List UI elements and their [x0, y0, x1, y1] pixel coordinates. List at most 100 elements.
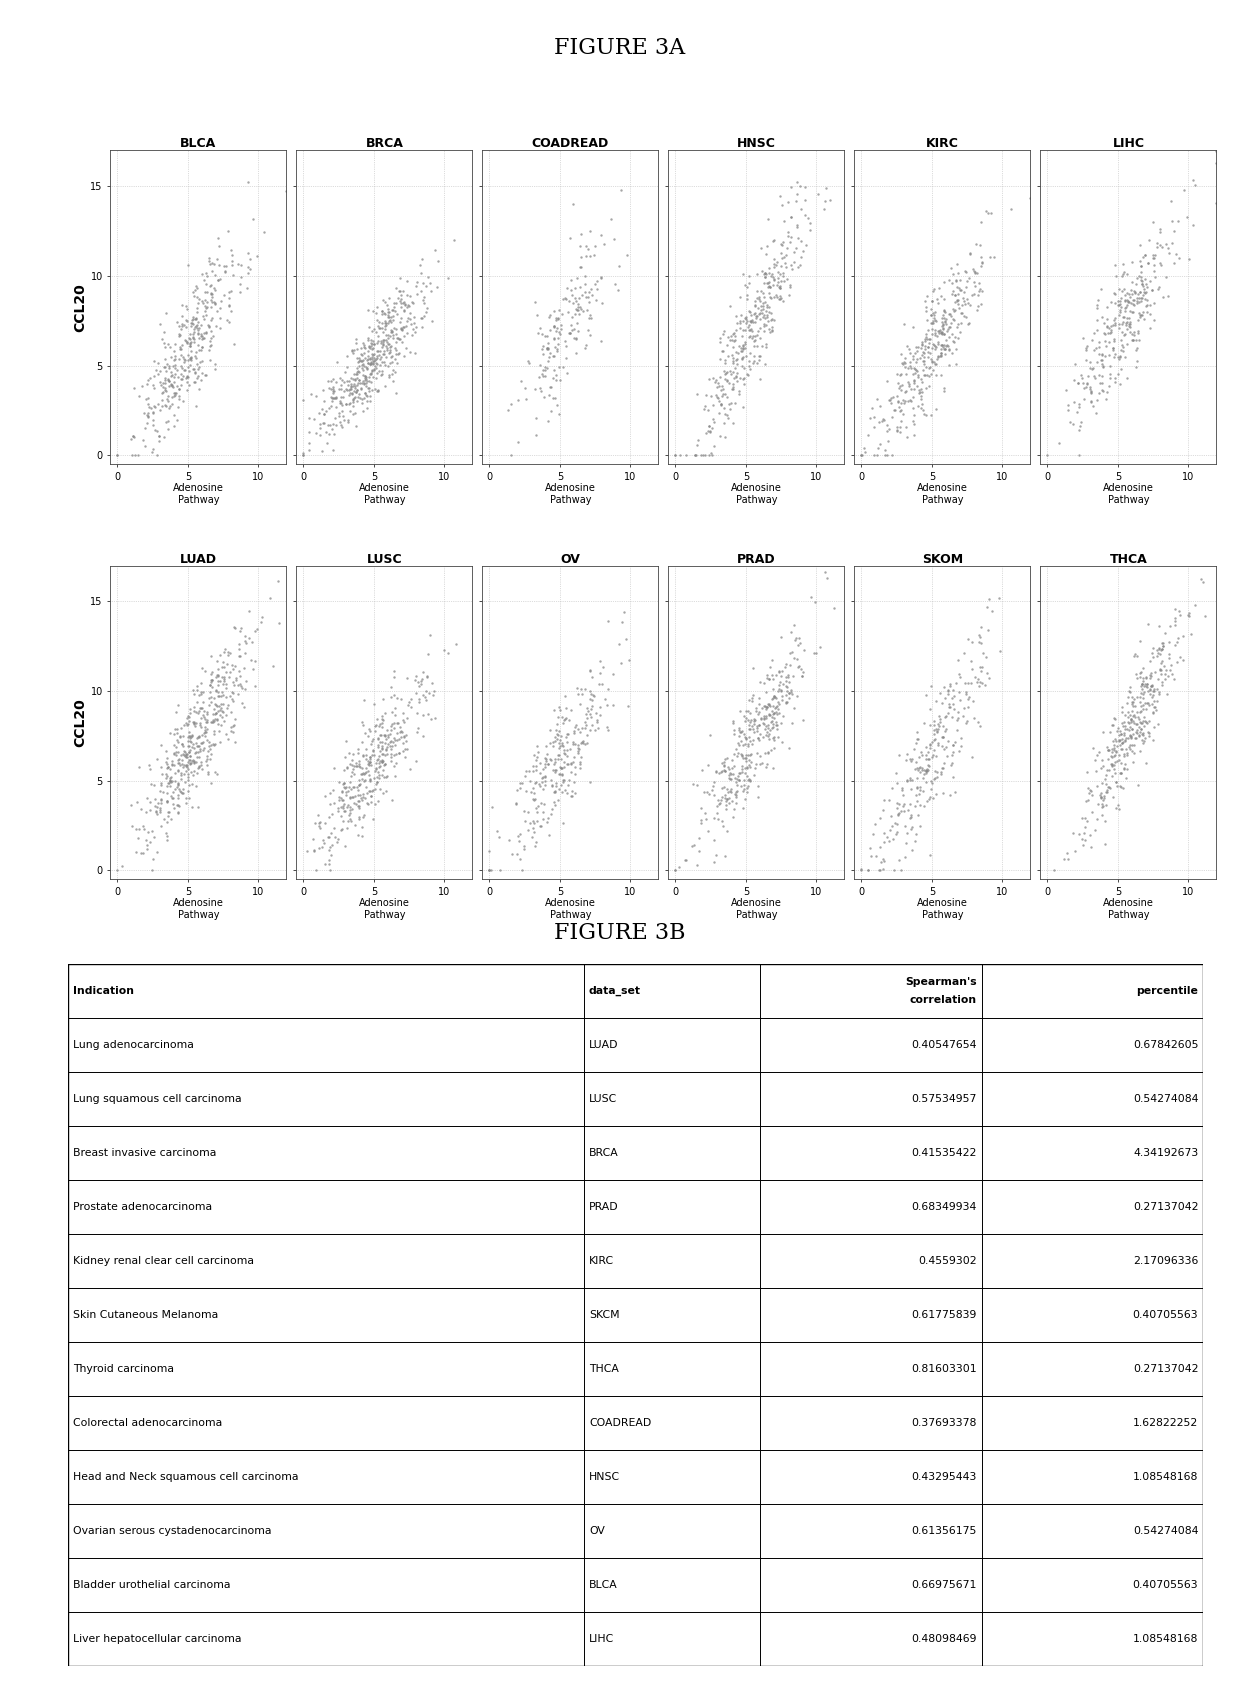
Point — [327, 829, 347, 856]
Point — [954, 287, 973, 315]
Point — [714, 773, 734, 800]
Point — [382, 309, 402, 337]
Point — [1107, 773, 1127, 800]
Point — [1071, 825, 1091, 852]
Point — [397, 705, 417, 732]
Point — [723, 345, 743, 372]
Point — [570, 296, 590, 323]
Point — [904, 375, 924, 402]
Point — [181, 328, 201, 355]
Point — [1104, 742, 1123, 769]
Point — [914, 396, 934, 423]
Point — [319, 851, 339, 878]
Point — [157, 365, 177, 392]
Point — [944, 732, 963, 759]
Point — [428, 249, 448, 276]
Text: FIGURE 3B: FIGURE 3B — [554, 922, 686, 944]
Point — [165, 380, 185, 408]
Point — [190, 744, 210, 771]
Bar — [584, 1612, 760, 1666]
Point — [342, 387, 362, 414]
Point — [765, 695, 785, 722]
Point — [769, 724, 789, 751]
Point — [386, 340, 405, 367]
Point — [1102, 744, 1122, 771]
Point — [167, 692, 187, 719]
Point — [342, 338, 362, 365]
Point — [182, 747, 202, 774]
Point — [1143, 242, 1163, 269]
Point — [717, 367, 737, 394]
Point — [180, 727, 200, 754]
Point — [157, 751, 177, 778]
Point — [1133, 714, 1153, 741]
Point — [365, 758, 384, 785]
Point — [725, 355, 745, 382]
Point — [360, 364, 379, 391]
Point — [1105, 725, 1125, 752]
Point — [160, 764, 180, 791]
Point — [516, 386, 536, 413]
Point — [1115, 709, 1135, 736]
Point — [1117, 724, 1137, 751]
Point — [393, 289, 413, 316]
Point — [549, 367, 569, 394]
Point — [1083, 326, 1102, 353]
Point — [389, 739, 409, 766]
Point — [739, 712, 759, 739]
Point — [350, 367, 370, 394]
Point — [372, 357, 392, 384]
Point — [185, 313, 205, 340]
Point — [357, 355, 377, 382]
Point — [171, 763, 191, 790]
Point — [737, 309, 756, 337]
Point — [352, 370, 372, 397]
Point — [315, 409, 335, 436]
Point — [201, 769, 221, 796]
Point — [745, 323, 765, 350]
Point — [139, 391, 159, 418]
Point — [1097, 320, 1117, 347]
Text: correlation: correlation — [910, 994, 977, 1004]
Point — [959, 693, 978, 720]
Point — [202, 673, 222, 700]
Point — [918, 306, 937, 333]
Point — [386, 274, 405, 301]
Point — [734, 720, 754, 747]
Point — [175, 739, 195, 766]
Point — [719, 370, 739, 397]
Point — [887, 360, 906, 387]
Point — [533, 807, 553, 834]
Point — [900, 774, 920, 802]
Point — [934, 296, 954, 323]
Point — [373, 320, 393, 347]
Point — [671, 441, 691, 468]
Point — [347, 372, 367, 399]
Point — [895, 387, 915, 414]
Point — [925, 306, 945, 333]
Point — [1184, 172, 1204, 200]
Point — [187, 673, 207, 700]
Point — [742, 325, 761, 352]
Point — [776, 254, 796, 281]
Point — [330, 389, 350, 416]
Point — [598, 692, 618, 719]
Point — [352, 754, 372, 781]
Point — [553, 761, 573, 788]
Point — [208, 252, 228, 279]
Point — [715, 842, 735, 869]
Point — [322, 384, 342, 411]
Point — [309, 802, 329, 829]
Bar — [760, 1395, 982, 1449]
Point — [914, 401, 934, 428]
Point — [348, 348, 368, 375]
Point — [711, 786, 730, 813]
Point — [709, 790, 729, 817]
Point — [954, 279, 973, 306]
Point — [538, 330, 558, 357]
Point — [201, 294, 221, 321]
Text: Liver hepatocellular carcinoma: Liver hepatocellular carcinoma — [73, 1634, 242, 1644]
Point — [1112, 725, 1132, 752]
Point — [723, 321, 743, 348]
Point — [169, 746, 188, 773]
